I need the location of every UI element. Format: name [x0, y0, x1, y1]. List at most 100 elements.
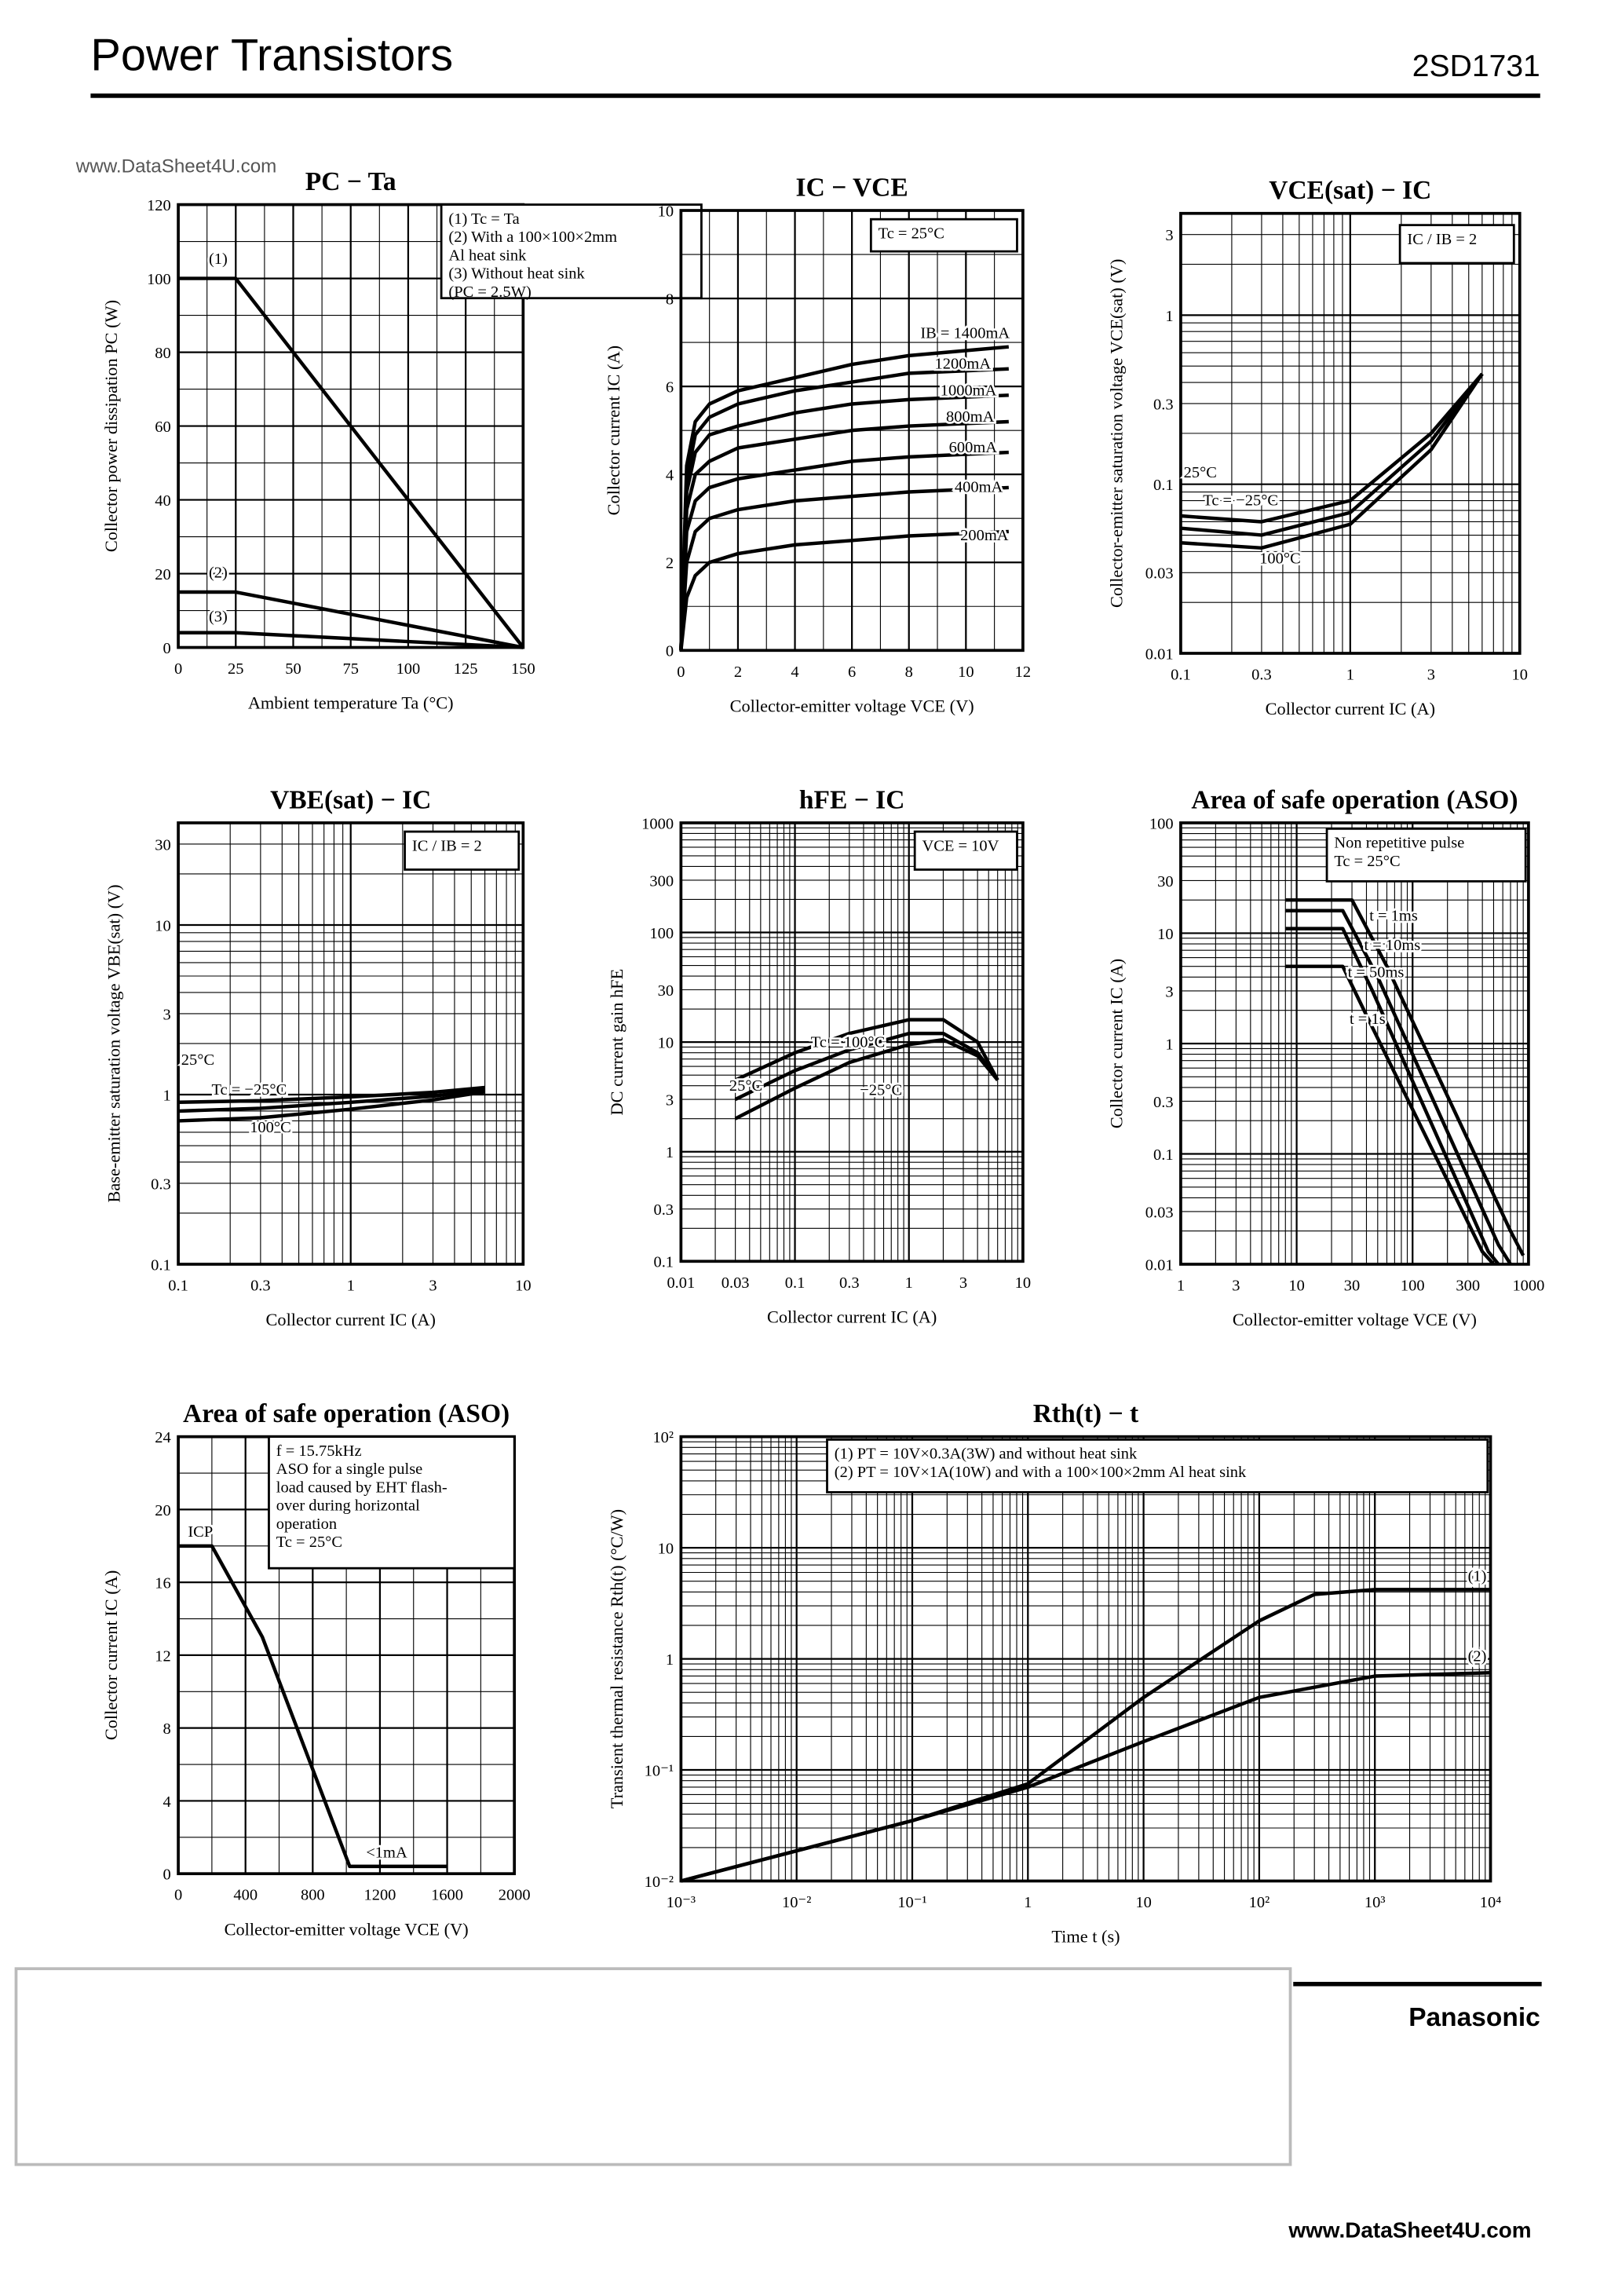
curve-label: ICP [188, 1523, 213, 1541]
y-tick-label: 1 [666, 1144, 674, 1161]
curve-label: −25°C [860, 1081, 902, 1099]
plot-frame [1179, 821, 1530, 1266]
y-tick-label: 1000 [641, 815, 674, 832]
x-tick-label: 0.1 [168, 1278, 188, 1295]
x-tick-label: 0.01 [667, 1274, 695, 1292]
curve-label: 100°C [250, 1119, 291, 1136]
x-tick-label: 0 [677, 664, 685, 681]
y-tick-label: 0.3 [1153, 396, 1174, 413]
series-line-1 [1285, 898, 1525, 1256]
legend-entry: f = 15.75kHz [276, 1442, 362, 1460]
x-tick-label: 1 [1024, 1894, 1032, 1911]
x-tick-label: 10² [1249, 1894, 1270, 1911]
plot-frame [679, 1435, 1492, 1883]
chart-2 [679, 209, 1025, 653]
curve-label: 1000mA [941, 382, 997, 399]
x-tick-label: 0 [174, 660, 182, 678]
curve-label: t = 50ms [1348, 963, 1405, 981]
x-tick-label: 10 [958, 664, 974, 681]
y-tick-label: 0 [666, 643, 674, 660]
y-tick-label: 1 [666, 1651, 674, 1669]
legend-entry: Non repetitive pulse [1334, 835, 1464, 852]
chart-7 [177, 1435, 517, 1876]
series-line-1 [1180, 372, 1484, 524]
x-tick-label: 8 [905, 664, 913, 681]
legend-box [913, 830, 1018, 871]
y-tick-label: 12 [155, 1647, 170, 1665]
y-tick-label: 60 [155, 419, 170, 436]
y-tick-label: 6 [666, 379, 674, 397]
y-tick-label: 30 [1157, 873, 1173, 890]
y-tick-label: 10⁻² [645, 1874, 674, 1891]
chart-1 [177, 203, 703, 649]
legend-box [1325, 827, 1527, 883]
chart-title: VBE(sat) − IC [270, 785, 431, 814]
y-tick-label: 10 [658, 1541, 674, 1558]
y-tick-label: 30 [155, 836, 170, 854]
x-tick-label: 1000 [1512, 1278, 1544, 1295]
legend-entry: (PC = 2.5W) [448, 283, 531, 301]
series-line-1 [178, 1085, 485, 1105]
y-tick-label: 100 [649, 925, 674, 942]
watermark-top: www.DataSheet4U.com [75, 155, 277, 177]
y-tick-label: 300 [649, 872, 674, 890]
y-tick-label: 8 [163, 1720, 171, 1738]
legend-box [404, 830, 521, 871]
legend-entry: operation [276, 1515, 337, 1533]
x-tick-label: 25 [228, 660, 243, 678]
y-tick-label: 4 [666, 467, 674, 484]
series-line-1 [680, 1588, 1491, 1883]
chart-6 [1179, 821, 1530, 1266]
series-line-4 [1285, 964, 1496, 1266]
page-title: Power Transistors [90, 29, 454, 81]
y-tick-label: 100 [147, 271, 171, 288]
curve-label: 800mA [946, 408, 995, 426]
x-tick-label: 100 [396, 660, 421, 678]
y-tick-label: 10 [658, 203, 674, 220]
y-axis-label: Collector-emitter saturation voltage VCE… [1106, 259, 1126, 608]
curve-label: (1) [1468, 1568, 1487, 1585]
legend-entry: Tc = 25°C [276, 1534, 342, 1551]
legend-entry: (2) With a 100×100×2mm [448, 229, 617, 246]
x-axis-label: Collector current IC (A) [767, 1307, 937, 1326]
curve-label: Tc = 100°C [811, 1033, 885, 1051]
x-tick-label: 12 [1015, 664, 1031, 681]
series-line-2 [1285, 909, 1512, 1266]
chart-3 [1179, 211, 1522, 655]
y-tick-label: 3 [1165, 227, 1173, 244]
y-tick-label: 20 [155, 566, 170, 583]
curve-label: t = 1ms [1369, 907, 1418, 924]
legend-entry: over during horizontal [276, 1497, 420, 1515]
x-tick-label: 125 [454, 660, 478, 678]
y-tick-label: 0.3 [653, 1201, 674, 1219]
x-tick-label: 10³ [1364, 1894, 1386, 1911]
x-tick-label: 1 [347, 1278, 355, 1295]
x-tick-label: 300 [1456, 1278, 1480, 1295]
y-tick-label: 2 [666, 555, 674, 572]
y-tick-label: 100 [1149, 815, 1174, 832]
chart-title: VCE(sat) − IC [1269, 176, 1431, 205]
y-tick-label: 20 [155, 1502, 170, 1519]
brand-logo: Panasonic [1408, 2002, 1540, 2032]
series-line-3 [178, 631, 524, 649]
x-tick-label: 10 [1135, 1894, 1151, 1911]
curve-label: 200mA [960, 527, 1009, 544]
x-tick-label: 10 [1512, 667, 1528, 684]
legend-entry: ASO for a single pulse [276, 1461, 422, 1478]
curve-label: 600mA [949, 439, 998, 456]
footer-box [14, 1967, 1292, 2166]
curve-label: 400mA [955, 479, 1003, 496]
y-axis-label: DC current gain hFE [607, 969, 627, 1116]
curve-label: Tc = −25°C [211, 1081, 287, 1099]
chart-title: hFE − IC [799, 785, 905, 814]
x-axis-label: Collector-emitter voltage VCE (V) [225, 1919, 469, 1939]
x-tick-label: 3 [429, 1278, 437, 1295]
plot-frame [177, 821, 525, 1266]
y-tick-label: 1 [1165, 308, 1173, 325]
legend-entry: (1) PT = 10V×0.3A(3W) and without heat s… [835, 1446, 1138, 1463]
y-tick-label: 10⁻¹ [645, 1762, 674, 1779]
x-tick-label: 10 [1015, 1274, 1031, 1292]
y-tick-label: 30 [658, 982, 674, 1000]
